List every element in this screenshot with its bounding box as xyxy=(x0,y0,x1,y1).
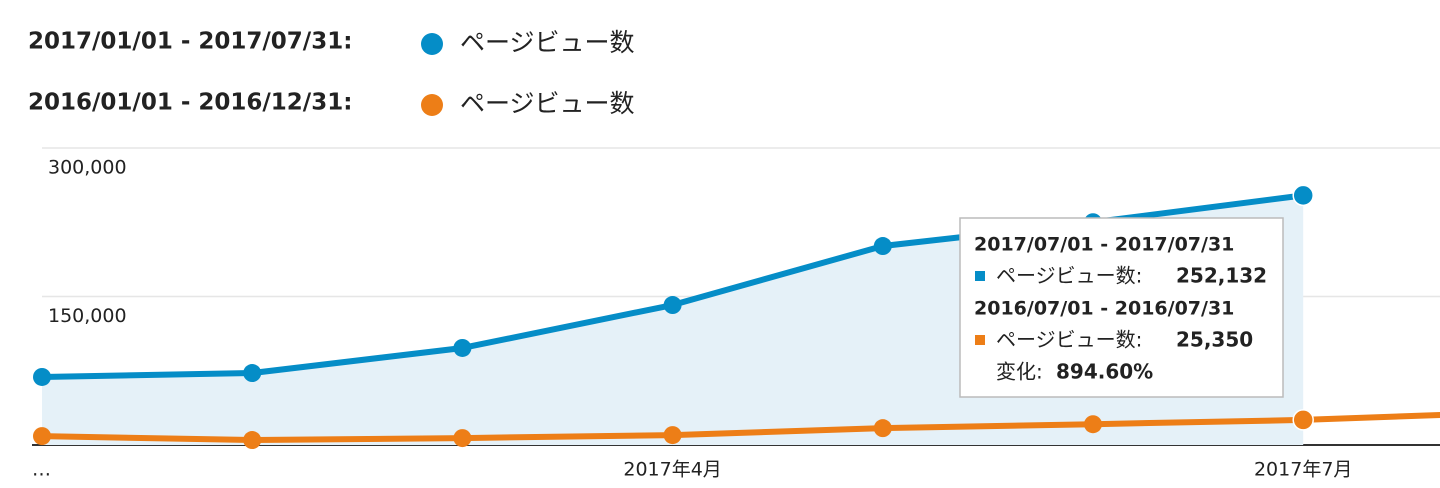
point xyxy=(1292,409,1314,431)
tooltip-swatch xyxy=(975,335,985,345)
point xyxy=(663,426,682,445)
x-tick-label: 2017年7月 xyxy=(1254,459,1352,481)
tooltip-label: ページビュー数: xyxy=(996,328,1142,352)
x-tick-label: … xyxy=(32,459,51,481)
tooltip-change-label: 変化: xyxy=(996,360,1043,384)
point xyxy=(663,296,682,315)
tooltip-change: 894.60% xyxy=(1056,360,1153,384)
legend-period: 2017/01/01 - 2017/07/31: xyxy=(28,29,352,55)
point xyxy=(243,364,262,383)
line xyxy=(41,411,1440,444)
y-tick-label: 150,000 xyxy=(48,305,127,327)
legend-label: ページビュー数 xyxy=(460,89,635,118)
point xyxy=(1084,415,1102,434)
point xyxy=(1292,184,1314,207)
legend: 2017/01/01 - 2017/07/31: ページビュー数 2016/01/0… xyxy=(28,28,635,118)
tooltip-value: 25,350 xyxy=(1176,328,1253,352)
tooltip-value: 252,132 xyxy=(1176,264,1267,288)
point xyxy=(453,429,472,448)
tooltip-label: ページビュー数: xyxy=(996,264,1142,288)
point xyxy=(873,237,892,256)
tooltip: 2017/07/01 - 2017/07/31 ページビュー数: 252,132… xyxy=(959,217,1284,398)
y-tick-label: 300,000 xyxy=(48,157,127,179)
legend-label: ページビュー数 xyxy=(460,28,635,57)
legend-period: 2016/01/01 - 2016/12/31: xyxy=(28,90,352,116)
tooltip-range: 2017/07/01 - 2017/07/31 xyxy=(974,234,1234,256)
point xyxy=(33,427,51,446)
tooltip-swatch xyxy=(975,271,985,281)
point xyxy=(243,431,262,450)
legend-marker xyxy=(421,94,443,116)
tooltip-box xyxy=(959,217,1284,398)
tooltip-range: 2016/07/01 - 2016/07/31 xyxy=(974,298,1234,320)
x-tick-label: 2017年4月 xyxy=(623,459,721,481)
point xyxy=(33,367,51,386)
point xyxy=(453,338,472,357)
legend-marker xyxy=(421,33,443,55)
point xyxy=(873,419,892,438)
